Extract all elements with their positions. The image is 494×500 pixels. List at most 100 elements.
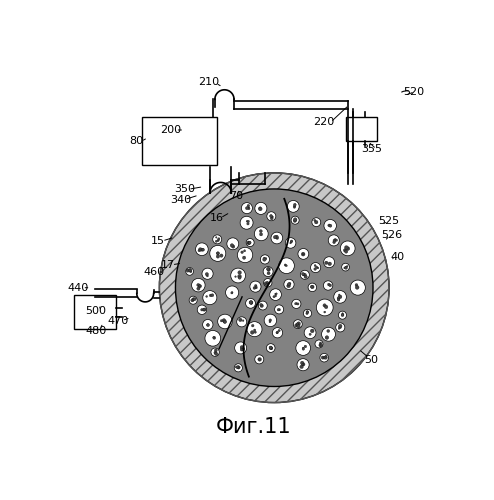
- Circle shape: [189, 268, 191, 271]
- Circle shape: [328, 262, 331, 266]
- Circle shape: [213, 336, 215, 338]
- Circle shape: [215, 240, 217, 242]
- Circle shape: [198, 284, 202, 288]
- Circle shape: [325, 356, 327, 358]
- Circle shape: [322, 328, 335, 341]
- Circle shape: [302, 347, 304, 349]
- Circle shape: [304, 275, 307, 278]
- Circle shape: [355, 286, 359, 290]
- Circle shape: [232, 245, 235, 248]
- Circle shape: [189, 296, 197, 304]
- Circle shape: [255, 202, 267, 214]
- Circle shape: [293, 206, 296, 208]
- Circle shape: [222, 318, 226, 322]
- Circle shape: [295, 324, 298, 327]
- Text: 15: 15: [151, 236, 165, 246]
- Circle shape: [231, 292, 233, 294]
- Circle shape: [310, 329, 314, 333]
- Text: 16: 16: [210, 213, 224, 223]
- Circle shape: [325, 336, 329, 340]
- Circle shape: [216, 252, 219, 254]
- Circle shape: [244, 250, 246, 252]
- Circle shape: [235, 276, 236, 278]
- Circle shape: [329, 224, 332, 227]
- Text: 525: 525: [378, 216, 400, 226]
- Circle shape: [247, 204, 249, 207]
- Circle shape: [297, 324, 300, 328]
- Circle shape: [278, 308, 281, 311]
- Circle shape: [293, 320, 302, 328]
- Circle shape: [240, 346, 244, 349]
- Circle shape: [345, 266, 347, 270]
- Circle shape: [279, 258, 294, 274]
- Circle shape: [247, 208, 250, 210]
- Text: Фиг.11: Фиг.11: [215, 416, 291, 436]
- Circle shape: [265, 258, 267, 260]
- Circle shape: [302, 273, 305, 276]
- Circle shape: [334, 238, 336, 240]
- Circle shape: [215, 236, 217, 238]
- Circle shape: [344, 250, 348, 253]
- Circle shape: [247, 242, 250, 244]
- Circle shape: [301, 272, 304, 276]
- Circle shape: [217, 240, 219, 242]
- Circle shape: [201, 248, 204, 251]
- Circle shape: [202, 248, 205, 251]
- Circle shape: [246, 206, 248, 210]
- Circle shape: [315, 340, 323, 348]
- Circle shape: [284, 264, 287, 266]
- Circle shape: [323, 304, 326, 307]
- Circle shape: [350, 280, 366, 295]
- Circle shape: [296, 323, 299, 326]
- Circle shape: [297, 322, 300, 326]
- Circle shape: [271, 232, 283, 244]
- Circle shape: [205, 330, 221, 346]
- Circle shape: [311, 262, 321, 272]
- Circle shape: [300, 270, 309, 280]
- Circle shape: [196, 243, 208, 256]
- Circle shape: [238, 274, 242, 278]
- Circle shape: [250, 281, 261, 292]
- Circle shape: [258, 358, 260, 360]
- Circle shape: [314, 268, 317, 270]
- Circle shape: [275, 305, 284, 314]
- Circle shape: [197, 284, 200, 286]
- Circle shape: [329, 284, 331, 287]
- Circle shape: [210, 246, 226, 262]
- Circle shape: [249, 300, 253, 304]
- Circle shape: [248, 241, 251, 244]
- Circle shape: [297, 303, 299, 305]
- Circle shape: [267, 282, 269, 284]
- Circle shape: [203, 308, 206, 311]
- Circle shape: [199, 248, 202, 252]
- Circle shape: [270, 289, 282, 300]
- Bar: [346, 116, 377, 141]
- Circle shape: [338, 311, 346, 319]
- Circle shape: [214, 349, 217, 352]
- Circle shape: [260, 304, 263, 308]
- Circle shape: [294, 220, 296, 221]
- Circle shape: [263, 258, 266, 261]
- Circle shape: [263, 266, 273, 276]
- Circle shape: [328, 224, 330, 227]
- Circle shape: [342, 264, 349, 271]
- Circle shape: [260, 255, 270, 264]
- Circle shape: [286, 238, 296, 248]
- Circle shape: [266, 282, 268, 284]
- Circle shape: [236, 366, 239, 368]
- Text: 480: 480: [85, 326, 107, 336]
- Circle shape: [253, 286, 256, 290]
- Circle shape: [192, 278, 205, 292]
- Circle shape: [270, 215, 272, 217]
- Circle shape: [238, 270, 242, 274]
- Circle shape: [242, 347, 245, 351]
- Circle shape: [288, 200, 299, 212]
- Text: 220: 220: [313, 118, 334, 128]
- Circle shape: [340, 241, 355, 256]
- Circle shape: [334, 290, 346, 303]
- Circle shape: [267, 268, 270, 270]
- Circle shape: [328, 235, 339, 246]
- Circle shape: [273, 236, 277, 239]
- Circle shape: [293, 205, 295, 207]
- Circle shape: [249, 300, 252, 304]
